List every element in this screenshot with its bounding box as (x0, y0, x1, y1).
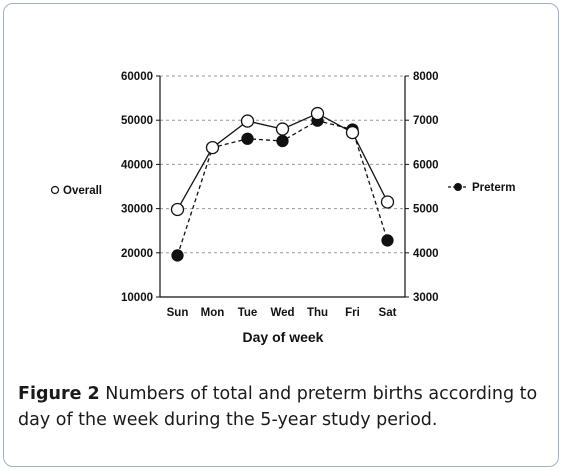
left-axis-ticks: 10000 20000 30000 40000 50000 60000 (121, 71, 160, 304)
series-preterm-point-sat (381, 234, 394, 247)
right-tick-label-5: 8000 (413, 71, 439, 83)
left-tick-label-3: 40000 (121, 159, 153, 171)
x-tick-label-mon: Mon (201, 307, 225, 319)
left-tick-label-2: 30000 (121, 204, 153, 216)
series-overall-point-fri (345, 125, 360, 140)
x-axis-ticks: Sun Mon Tue Wed Thu Fri Sat (167, 307, 397, 319)
series-layer (170, 106, 395, 262)
series-overall (170, 106, 395, 217)
legend-overall-label: Overall (63, 185, 102, 197)
figure-frame (3, 3, 559, 467)
left-tick-label-0: 10000 (121, 292, 153, 304)
series-preterm-point-wed (276, 134, 289, 148)
right-axis-ticks: 3000 4000 5000 6000 7000 8000 (405, 71, 439, 304)
x-tick-label-tue: Tue (238, 307, 258, 319)
legend-preterm-label: Preterm (472, 182, 515, 194)
right-tick-label-4: 7000 (413, 115, 439, 127)
right-tick-label-2: 5000 (413, 204, 439, 216)
series-overall-point-sun (170, 202, 185, 217)
series-overall-point-thu (310, 106, 325, 121)
x-tick-label-wed: Wed (270, 307, 294, 319)
left-tick-label-1: 20000 (121, 248, 153, 260)
left-tick-label-5: 60000 (121, 71, 153, 83)
x-axis-title: Day of week (243, 329, 324, 345)
figure-caption: Figure 2 Numbers of total and preterm bi… (18, 381, 548, 433)
series-preterm-point-sun (171, 249, 184, 262)
series-preterm (171, 114, 394, 262)
series-overall-point-sat (380, 195, 395, 209)
left-tick-label-4: 50000 (121, 115, 153, 127)
series-overall-point-mon (205, 140, 220, 155)
x-tick-label-sat: Sat (379, 307, 397, 319)
x-tick-label-sun: Sun (167, 307, 189, 319)
legend-preterm: Preterm (448, 182, 515, 194)
chart: 10000 20000 30000 40000 50000 60000 3000 4000 5… (50, 71, 515, 345)
legend-overall: Overall (50, 185, 102, 197)
x-tick-label-fri: Fri (345, 307, 360, 319)
series-overall-point-wed (275, 122, 290, 136)
axes (159, 76, 406, 298)
right-tick-label-3: 6000 (413, 159, 439, 171)
x-tick-label-thu: Thu (307, 307, 328, 319)
series-overall-point-tue (240, 114, 255, 128)
right-tick-label-1: 4000 (413, 248, 439, 260)
caption-label: Figure 2 (18, 384, 100, 404)
series-preterm-point-tue (241, 132, 254, 145)
caption-text: Numbers of total and preterm births acco… (18, 384, 538, 430)
right-tick-label-0: 3000 (413, 292, 439, 304)
